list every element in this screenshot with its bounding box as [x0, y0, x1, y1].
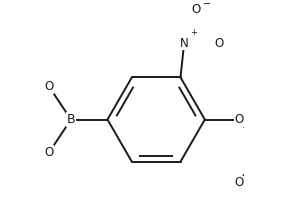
Text: O: O — [192, 3, 201, 16]
Text: O: O — [215, 37, 224, 50]
Text: O: O — [234, 113, 244, 126]
Text: N: N — [180, 37, 189, 50]
Text: B: B — [67, 113, 75, 126]
Text: O: O — [44, 80, 54, 93]
Text: O: O — [44, 146, 54, 159]
Text: −: − — [203, 0, 211, 9]
Text: O: O — [234, 176, 244, 189]
Text: +: + — [190, 28, 197, 37]
